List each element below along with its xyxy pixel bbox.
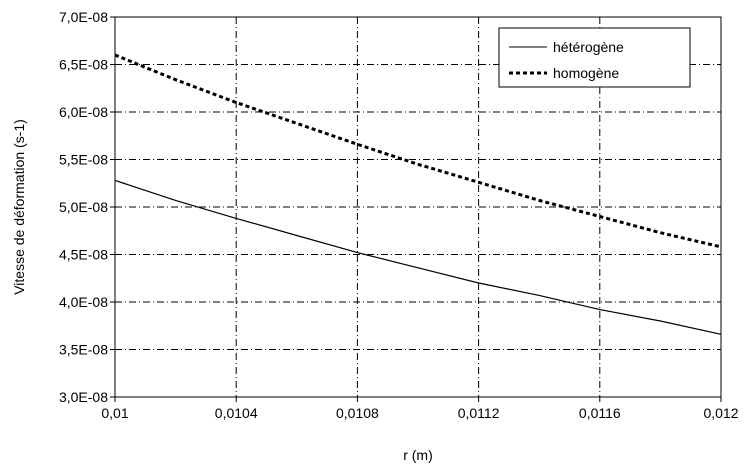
series-line-homogene	[114, 53, 722, 249]
y-tick-label: 3,0E-08	[59, 389, 108, 405]
legend: hétérogène homogène	[498, 27, 691, 88]
y-tick-label: 6,0E-08	[59, 104, 108, 120]
y-tick-label: 3,5E-08	[59, 342, 108, 358]
y-tick-label: 7,0E-08	[59, 9, 108, 25]
legend-label-homogene: homogène	[553, 65, 619, 81]
y-tick-label: 6,5E-08	[59, 57, 108, 73]
tick-labels: 3,0E-08 3,5E-08 4,0E-08 4,5E-08 5,0E-08 5,5E-…	[59, 9, 739, 421]
legend-box	[498, 27, 691, 88]
x-tick-label: 0,0112	[458, 405, 500, 421]
grid	[115, 17, 721, 397]
legend-label-heterogene: hétérogène	[553, 39, 624, 55]
x-tick-label: 0,0104	[215, 405, 258, 421]
x-tick-label: 0,0108	[336, 405, 379, 421]
x-axis-title: r (m)	[403, 447, 433, 463]
y-tick-label: 5,5E-08	[59, 152, 108, 168]
x-tick-label: 0,01	[101, 405, 128, 421]
y-tick-label: 5,0E-08	[59, 199, 108, 215]
y-axis-title: Vitesse de déformation (s-1)	[11, 119, 27, 295]
x-tick-label: 0,012	[703, 405, 738, 421]
series-layer	[114, 53, 722, 335]
x-tick-label: 0,0116	[579, 405, 621, 421]
y-tick-label: 4,0E-08	[59, 294, 108, 310]
y-tick-label: 4,5E-08	[59, 247, 108, 263]
